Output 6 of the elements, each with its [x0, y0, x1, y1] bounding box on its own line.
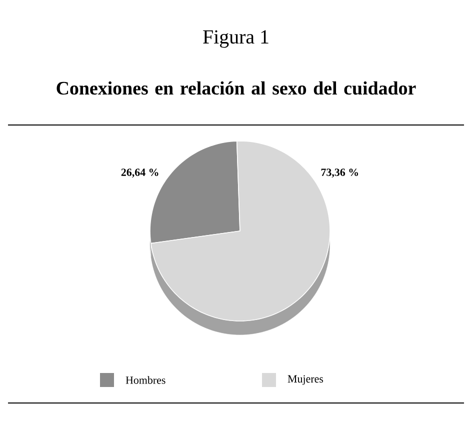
data-label: 26,64 %: [121, 168, 158, 178]
chart-title: Figura 1: [203, 30, 268, 48]
data-label: 73,36 %: [321, 168, 358, 178]
legend-label: Mujeres: [288, 375, 324, 385]
legend-label: Hombres: [126, 376, 166, 384]
chart-subtitle: Conexiones en relación al sexo del cuidador: [56, 81, 416, 95]
